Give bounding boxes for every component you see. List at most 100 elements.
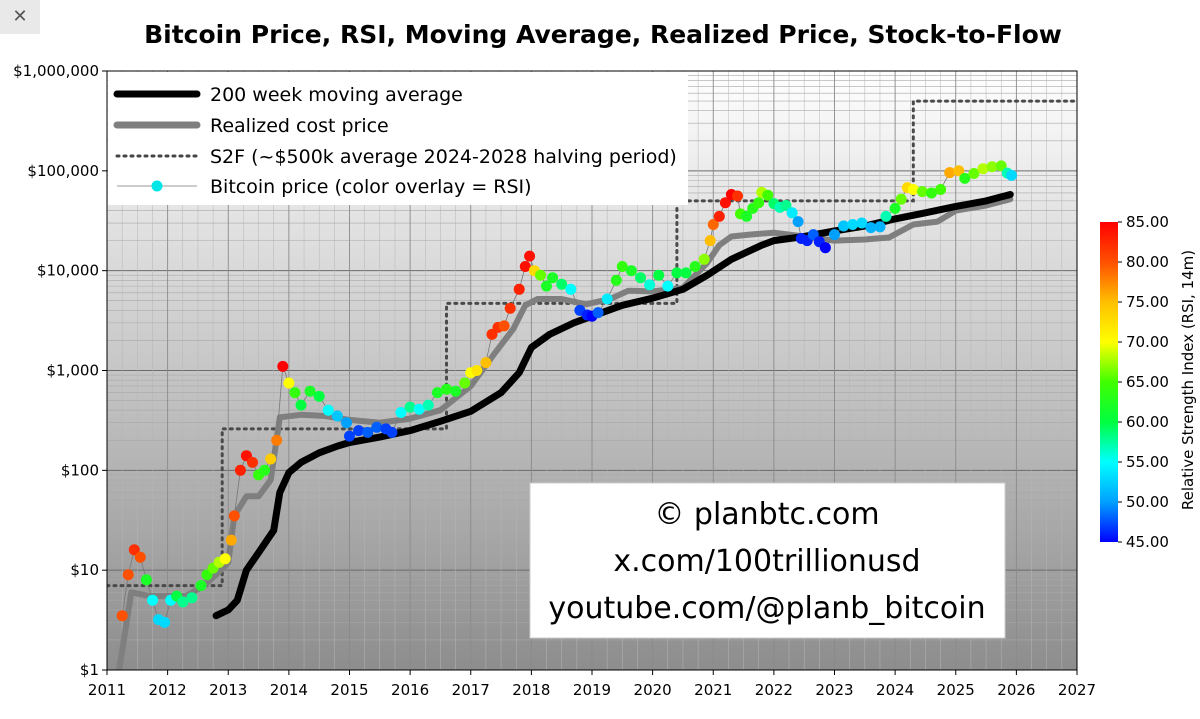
price-point [610, 274, 622, 286]
close-icon: ✕ [12, 6, 28, 27]
price-point [519, 261, 531, 272]
x-tick-label: 2022 [755, 681, 793, 699]
price-point [341, 417, 352, 429]
price-point [556, 278, 568, 290]
y-tick-label: $1,000 [47, 362, 100, 380]
price-point [431, 387, 443, 399]
price-point [625, 265, 637, 277]
price-point [295, 399, 307, 411]
colorbar-tick-label: 70.00 [1126, 333, 1169, 351]
legend: 200 week moving average Realized cost pr… [108, 72, 688, 205]
price-point [234, 464, 246, 476]
price-point [653, 269, 665, 281]
y-tick-label: $1,000,000 [13, 62, 99, 80]
x-tick-label: 2016 [391, 681, 429, 699]
price-point [122, 569, 134, 581]
price-point [386, 426, 398, 438]
colorbar-gradient [1100, 222, 1118, 542]
x-tick-label: 2020 [634, 681, 672, 699]
price-point [953, 165, 965, 177]
legend-label-price: Bitcoin price (color overlay = RSI) [210, 176, 532, 198]
price-point [662, 280, 674, 292]
price-point [671, 267, 683, 279]
price-point [140, 574, 152, 586]
price-point [874, 221, 886, 233]
price-point [838, 220, 850, 232]
price-point [819, 242, 831, 254]
x-tick-label: 2015 [330, 681, 368, 699]
price-point [704, 235, 716, 247]
price-point [128, 544, 140, 556]
price-point [616, 261, 628, 272]
price-point [719, 197, 731, 209]
price-point [353, 425, 365, 437]
price-point [395, 407, 407, 418]
price-point [713, 210, 725, 222]
price-point [471, 365, 483, 376]
price-point [450, 385, 462, 397]
s2f-line [107, 99, 1076, 588]
legend-marker-price [151, 180, 163, 192]
price-point [741, 210, 753, 222]
price-point [601, 293, 613, 305]
x-tick-label: 2025 [937, 681, 975, 699]
x-tick-label: 2012 [149, 681, 187, 699]
price-point [680, 267, 692, 279]
price-point [977, 163, 989, 175]
x-tick-label: 2026 [997, 681, 1035, 699]
price-point [592, 307, 604, 319]
price-point [565, 283, 577, 295]
price-point [459, 377, 471, 389]
price-point [265, 453, 277, 465]
price-point [644, 279, 656, 291]
price-point [753, 197, 765, 209]
price-point [228, 510, 240, 522]
price-point [277, 360, 289, 372]
price-point [547, 272, 559, 284]
price-point [524, 250, 536, 262]
price-point [732, 190, 743, 202]
price-point [195, 580, 207, 592]
price-point [498, 320, 510, 332]
colorbar-tick-label: 80.00 [1126, 253, 1169, 271]
price-point [856, 217, 868, 229]
price-point [847, 219, 859, 230]
colorbar-tick-label: 75.00 [1126, 293, 1169, 311]
chart-title: Bitcoin Price, RSI, Moving Average, Real… [144, 20, 1062, 49]
price-point [792, 216, 804, 228]
price-point [935, 184, 947, 195]
price-point [513, 283, 525, 295]
price-point [404, 401, 416, 413]
price-point [707, 219, 719, 230]
colorbar-tick-label: 50.00 [1126, 493, 1169, 511]
x-tick-label: 2014 [270, 681, 308, 699]
y-tick-label: $10 [70, 561, 99, 579]
price-point [134, 551, 146, 563]
price-point [635, 272, 646, 284]
price-point [504, 302, 516, 314]
price-point [916, 186, 928, 198]
x-tick-label: 2023 [815, 681, 853, 699]
price-point [177, 596, 189, 608]
price-point [780, 200, 792, 211]
price-point [944, 167, 956, 179]
price-point [1006, 169, 1017, 181]
y-axis: $1 $10 $100 $1,000 $10,000 $100,000 $1,000,000 [13, 62, 107, 679]
price-point [283, 377, 295, 389]
price-point [413, 403, 425, 415]
y-tick-label: $10,000 [37, 262, 99, 280]
price-point [186, 592, 198, 604]
price-point [865, 222, 877, 234]
price-point [895, 193, 907, 205]
x-tick-label: 2019 [573, 681, 611, 699]
price-point [271, 434, 283, 446]
y-tick-label: $1 [80, 661, 99, 679]
price-point [926, 187, 937, 199]
credit-x-handle: x.com/100trillionusd [613, 544, 920, 579]
credit-youtube: youtube.com/@planb_bitcoin [548, 591, 985, 626]
price-point [289, 387, 301, 399]
close-button[interactable]: ✕ [0, 0, 40, 34]
price-point [247, 456, 258, 468]
price-point [829, 229, 840, 241]
